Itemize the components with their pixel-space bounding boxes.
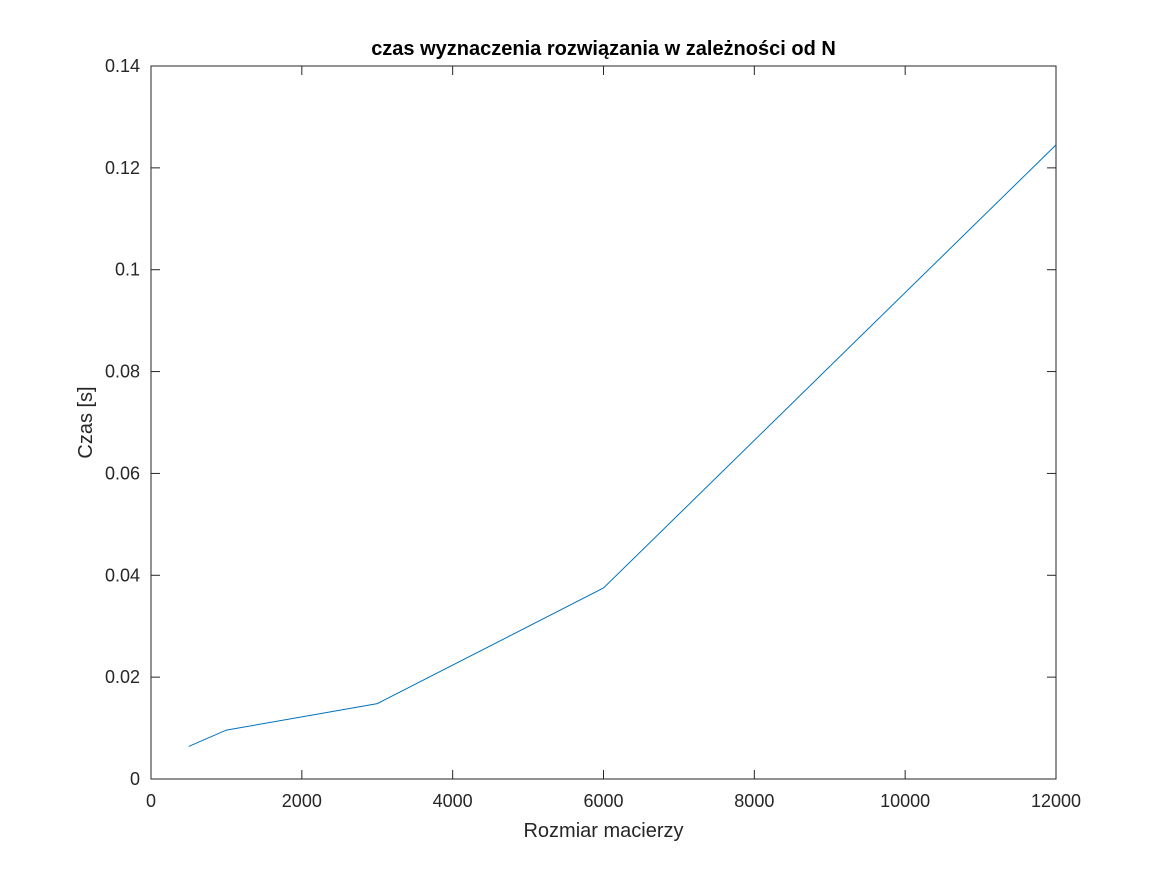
x-tick-label: 2000: [282, 791, 322, 811]
y-tick-label: 0.14: [105, 56, 140, 76]
y-tick-label: 0.06: [105, 463, 140, 483]
y-tick-label: 0: [130, 769, 140, 789]
y-tick-label: 0.12: [105, 158, 140, 178]
y-axis-label: Czas [s]: [75, 386, 97, 458]
series-line: [188, 144, 1057, 747]
x-tick-label: 10000: [880, 791, 930, 811]
plot-area: [150, 65, 1057, 780]
tick-labels: 0 2000 4000 6000 8000 10000 12000 0 0.02 0.04 0.06…: [105, 56, 1081, 811]
x-tick-label: 8000: [734, 791, 774, 811]
x-tick-label: 4000: [433, 791, 473, 811]
y-tick-label: 0.04: [105, 565, 140, 585]
x-tick-label: 12000: [1031, 791, 1081, 811]
x-axis-label: Rozmiar macierzy: [523, 820, 683, 842]
y-tick-label: 0.1: [115, 260, 140, 280]
x-tick-label: 0: [146, 791, 156, 811]
x-tick-label: 6000: [583, 791, 623, 811]
chart-title: czas wyznaczenia rozwiązania w zależnośc…: [371, 38, 836, 60]
y-tick-label: 0.08: [105, 362, 140, 382]
axis-ticks: [150, 65, 1057, 780]
y-tick-label: 0.02: [105, 667, 140, 687]
series-layer: [188, 144, 1057, 747]
